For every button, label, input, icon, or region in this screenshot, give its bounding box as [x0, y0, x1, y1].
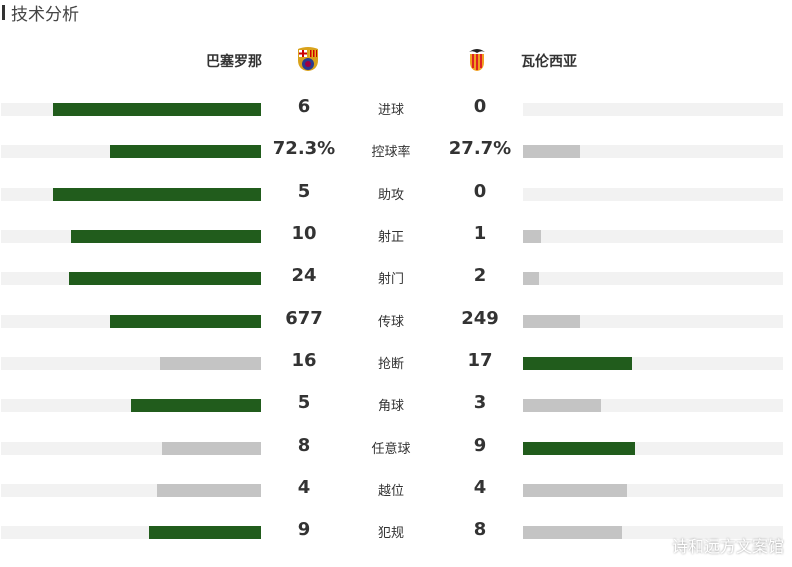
away-bar-track	[523, 103, 783, 116]
away-bar-fill	[523, 399, 601, 412]
stat-label: 传球	[377, 315, 404, 330]
home-bar-track	[1, 188, 261, 201]
home-bar-fill	[53, 188, 261, 201]
away-value: 17	[467, 350, 493, 371]
home-bar-track	[1, 230, 261, 243]
watermark: 诗和远方文案馆	[671, 537, 784, 556]
stat-label: 控球率	[371, 145, 411, 160]
away-bar-fill	[523, 526, 622, 539]
home-bar-fill	[162, 442, 261, 455]
away-bar-track	[523, 442, 783, 455]
away-bar-track	[523, 272, 783, 285]
home-bar-fill	[110, 145, 261, 158]
away-bar-fill	[523, 484, 627, 497]
home-bar-fill	[131, 399, 261, 412]
stat-label: 越位	[377, 484, 404, 499]
home-value: 6	[297, 96, 311, 117]
home-value: 8	[297, 435, 311, 456]
away-bar-track	[523, 188, 783, 201]
home-bar-track	[1, 484, 261, 497]
stat-label: 射正	[377, 230, 404, 245]
home-value: 72.3%	[272, 138, 336, 159]
valencia-crest-icon	[469, 49, 485, 71]
stat-row: 9 犯规 8	[0, 519, 792, 542]
stat-label: 进球	[377, 103, 404, 118]
title-text: 技术分析	[11, 5, 79, 25]
away-value: 0	[473, 181, 487, 202]
away-bar-track	[523, 315, 783, 328]
away-bar-track	[523, 484, 783, 497]
home-value: 16	[291, 350, 317, 371]
stat-label: 任意球	[371, 442, 411, 457]
home-bar-fill	[159, 357, 261, 370]
home-value: 4	[297, 477, 311, 498]
away-value: 9	[473, 435, 487, 456]
stat-label: 射门	[377, 272, 404, 287]
away-bar-fill	[523, 357, 633, 370]
away-bar-fill	[523, 145, 581, 158]
home-bar-fill	[110, 315, 261, 328]
away-value: 3	[473, 392, 487, 413]
away-bar-fill	[523, 272, 539, 285]
home-bar-track	[1, 526, 261, 539]
home-value: 9	[297, 519, 311, 540]
home-bar-fill	[149, 526, 261, 539]
away-bar-track	[523, 399, 783, 412]
stat-row: 5 助攻 0	[0, 181, 792, 204]
home-bar-track	[1, 442, 261, 455]
home-value: 677	[285, 308, 323, 329]
away-bar-track	[523, 145, 783, 158]
home-bar-track	[1, 145, 261, 158]
away-bar-fill	[523, 442, 635, 455]
away-bar-track	[523, 230, 783, 243]
stat-label: 助攻	[377, 188, 404, 203]
stat-row: 677 传球 249	[0, 308, 792, 331]
away-bar-track	[523, 526, 783, 539]
home-bar-fill	[53, 103, 261, 116]
title-accent	[2, 5, 5, 20]
home-bar-track	[1, 315, 261, 328]
away-team-name: 瓦伦西亚	[521, 54, 577, 70]
stat-row: 5 角球 3	[0, 392, 792, 415]
stat-label: 角球	[377, 399, 404, 414]
away-value: 2	[473, 265, 487, 286]
stat-label: 抢断	[377, 357, 404, 372]
stat-row: 4 越位 4	[0, 477, 792, 500]
stat-row: 6 进球 0	[0, 96, 792, 119]
stat-row: 24 射门 2	[0, 265, 792, 288]
away-value: 0	[473, 96, 487, 117]
stat-row: 72.3% 控球率 27.7%	[0, 138, 792, 161]
away-value: 1	[473, 223, 487, 244]
away-bar-fill	[523, 230, 542, 243]
home-bar-fill	[68, 272, 261, 285]
home-bar-fill	[157, 484, 261, 497]
away-bar-track	[523, 357, 783, 370]
home-value: 24	[291, 265, 317, 286]
stat-row: 16 抢断 17	[0, 350, 792, 373]
barcelona-crest-icon	[298, 47, 318, 71]
stat-label: 犯规	[377, 526, 404, 541]
home-bar-fill	[71, 230, 261, 243]
home-value: 10	[291, 223, 317, 244]
home-value: 5	[297, 392, 311, 413]
stat-row: 8 任意球 9	[0, 435, 792, 458]
away-value: 4	[473, 477, 487, 498]
away-value: 27.7%	[448, 138, 512, 159]
away-bar-fill	[523, 315, 581, 328]
home-value: 5	[297, 181, 311, 202]
stat-row: 10 射正 1	[0, 223, 792, 246]
home-team-name: 巴塞罗那	[206, 54, 262, 70]
section-title: 技术分析	[2, 0, 79, 25]
home-bar-track	[1, 103, 261, 116]
home-bar-track	[1, 272, 261, 285]
away-value: 8	[473, 519, 487, 540]
home-bar-track	[1, 357, 261, 370]
home-bar-track	[1, 399, 261, 412]
away-value: 249	[461, 308, 499, 329]
